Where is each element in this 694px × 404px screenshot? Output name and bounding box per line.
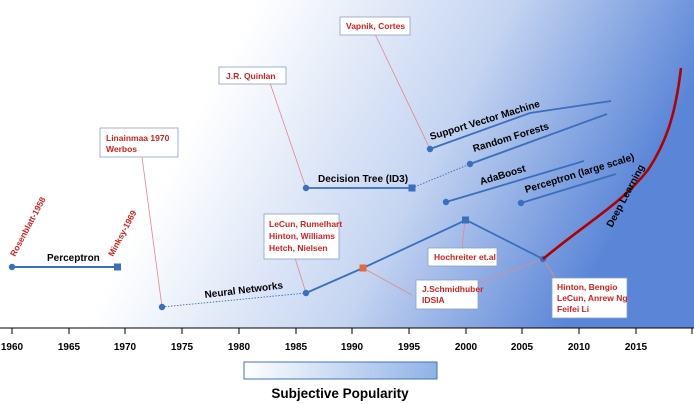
box-quinlan: J.R. Quinlan <box>218 66 287 85</box>
svg-text:Hetch, Nielsen: Hetch, Nielsen <box>269 243 328 253</box>
tick-label: 2015 <box>625 342 648 353</box>
box-linnainmaa: Linainmaa 1970 Werbos <box>99 127 179 158</box>
tick-label: 2010 <box>568 342 591 353</box>
legend-title: Subjective Popularity <box>271 386 409 401</box>
svg-text:Linainmaa 1970: Linainmaa 1970 <box>106 133 170 143</box>
tick-label: 1970 <box>114 342 137 353</box>
box-hochreiter: Hochreiter et.al <box>427 247 498 267</box>
svg-text:Hochreiter et.al: Hochreiter et.al <box>434 252 496 262</box>
box-lecun-rumelhart: LeCun, Rumelhart Hinton, Williams Hetch,… <box>263 213 342 260</box>
box-vapnik: Vapnik, Cortes <box>339 16 411 36</box>
svg-text:J.Schmidhuber: J.Schmidhuber <box>422 284 484 294</box>
legend-gradient-bar <box>243 361 438 380</box>
background-panel <box>0 0 694 328</box>
svg-text:LeCun, Rumelhart: LeCun, Rumelhart <box>269 219 342 229</box>
svg-text:LeCun, Anrew Ng: LeCun, Anrew Ng <box>557 293 628 303</box>
tick-label: 1990 <box>341 342 364 353</box>
x-axis-labels: 1960 1965 1970 1975 1980 1985 1990 1995 … <box>1 342 648 353</box>
label-decision-tree: Decision Tree (ID3) <box>318 174 408 185</box>
svg-text:Feifei Li: Feifei Li <box>557 304 589 314</box>
random-forests-series <box>466 113 608 168</box>
perceptron-large-series <box>517 173 617 207</box>
tick-label: 2000 <box>455 342 478 353</box>
label-perceptron: Perceptron <box>47 253 100 264</box>
svg-text:Hinton, Williams: Hinton, Williams <box>269 231 335 241</box>
box-hinton: Hinton, Bengio LeCun, Anrew Ng Feifei Li <box>551 277 628 319</box>
dotted-links <box>161 163 471 308</box>
svg-text:Hinton, Bengio: Hinton, Bengio <box>557 282 617 292</box>
svm-series <box>426 100 612 153</box>
x-axis-ticks <box>11 328 693 334</box>
tick-label: 1980 <box>228 342 251 353</box>
svg-text:Vapnik, Cortes: Vapnik, Cortes <box>346 21 405 31</box>
tick-label: 1975 <box>171 342 194 353</box>
tick-label: 1960 <box>1 342 24 353</box>
svg-text:J.R. Quinlan: J.R. Quinlan <box>226 71 276 81</box>
perceptron-series <box>8 263 121 271</box>
decision-tree-series <box>302 184 416 192</box>
tick-label: 2005 <box>511 342 534 353</box>
tick-label: 1995 <box>398 342 421 353</box>
neural-networks-series <box>158 216 547 311</box>
svg-text:IDSIA: IDSIA <box>422 295 445 305</box>
svg-text:Werbos: Werbos <box>106 144 137 154</box>
tick-label: 1965 <box>58 342 81 353</box>
box-schmidhuber: J.Schmidhuber IDSIA <box>415 279 484 310</box>
tick-label: 1985 <box>285 342 308 353</box>
deep-learning-curve <box>542 67 683 261</box>
adaboost-series <box>442 160 585 206</box>
legend: Subjective Popularity <box>243 361 438 401</box>
